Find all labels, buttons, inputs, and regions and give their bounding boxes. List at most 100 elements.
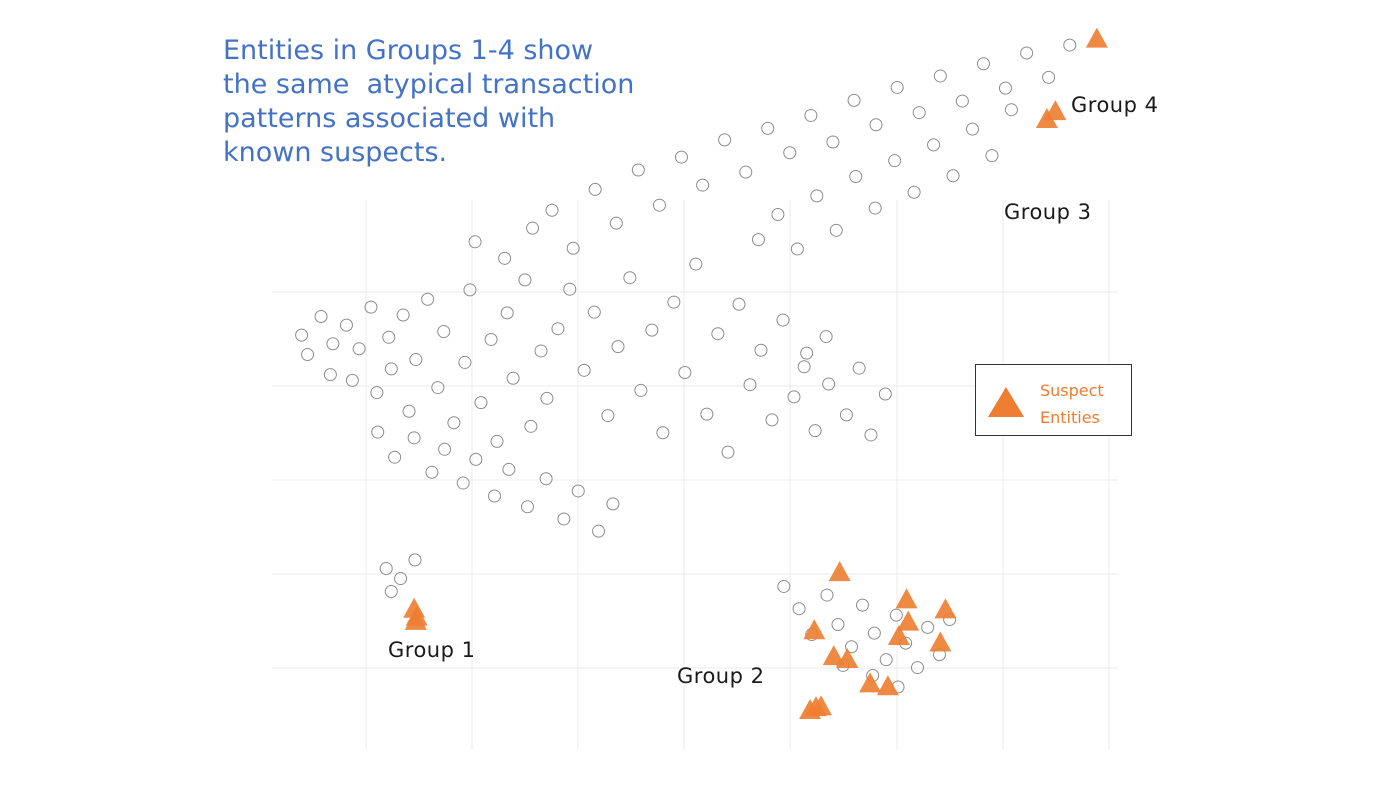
entity-point [592, 524, 606, 538]
suspect-triangle [1085, 27, 1108, 48]
entity-point [845, 640, 859, 654]
entity-point [623, 271, 637, 285]
group-3-label: Group 3 [1004, 200, 1092, 224]
entity-point [545, 203, 559, 217]
entity-point [933, 69, 947, 83]
entity-point [849, 169, 863, 183]
entity-point [384, 584, 398, 598]
entity-point [524, 419, 538, 433]
entity-point [384, 362, 398, 376]
entity-point [765, 413, 779, 427]
entity-point [878, 387, 892, 401]
entity-point [667, 295, 681, 309]
entity-point [1042, 70, 1056, 84]
entity-point [526, 221, 540, 235]
suspect-triangle [804, 696, 827, 717]
entity-point [739, 165, 753, 179]
entity-point [889, 608, 903, 622]
headline-line-3: patterns associated with [223, 103, 556, 134]
entity-point [819, 330, 833, 344]
suspect-triangle [822, 645, 845, 666]
entity-point [577, 363, 591, 377]
entity-point [468, 235, 482, 249]
entity-point [437, 325, 451, 339]
entity-point [888, 154, 902, 168]
headline-line-1: Entities in Groups 1-4 show [223, 35, 594, 66]
entity-point [831, 618, 845, 632]
entity-point [345, 373, 359, 387]
entity-point [301, 348, 315, 362]
entity-point [587, 305, 601, 319]
entity-point [506, 371, 520, 385]
entity-point [484, 332, 498, 346]
entity-point [534, 344, 548, 358]
suspect-triangle [1035, 108, 1058, 129]
entity-point [458, 355, 472, 369]
entity-point [856, 598, 870, 612]
entity-point [557, 512, 571, 526]
entity-point [810, 189, 824, 203]
legend-label-line-2: Entities [1040, 408, 1100, 427]
entity-point [946, 169, 960, 183]
suspect-triangle [828, 561, 851, 582]
entity-point [609, 216, 623, 230]
entity-point [364, 300, 378, 314]
entity-point [540, 391, 554, 405]
entity-point [839, 408, 853, 422]
entity-point [474, 396, 488, 410]
legend-label-line-1: Suspect [1040, 381, 1104, 400]
suspect-points [403, 27, 1108, 719]
entity-point [370, 386, 384, 400]
entity-point [571, 484, 585, 498]
entity-point [800, 346, 814, 360]
entity-point [1063, 38, 1077, 52]
entity-point [700, 407, 714, 421]
entity-point [438, 442, 452, 456]
entity-point [382, 330, 396, 344]
entity-point [431, 381, 445, 395]
entity-point [907, 185, 921, 199]
legend: Suspect Entities [975, 364, 1132, 436]
entity-point [601, 409, 615, 423]
entity-point [323, 368, 337, 382]
suspect-triangle [934, 598, 957, 619]
entity-point [820, 588, 834, 602]
entity-point [927, 138, 941, 152]
entity-point [864, 428, 878, 442]
entity-point [787, 390, 801, 404]
entity-point [721, 445, 735, 459]
entity-point [1004, 103, 1018, 117]
entity-point [771, 208, 785, 222]
entity-point [921, 620, 935, 634]
entity-point [425, 465, 439, 479]
entity-point [518, 273, 532, 287]
suspect-triangle [897, 610, 920, 631]
entity-point [689, 257, 703, 271]
entity-point [890, 80, 904, 94]
headline-line-2: the same atypical transaction [223, 69, 635, 100]
entity-point [761, 121, 775, 135]
entity-point [371, 425, 385, 439]
entity-point [634, 383, 648, 397]
entity-point [955, 94, 969, 108]
suspect-triangle [836, 647, 859, 668]
group-1-label: Group 1 [388, 638, 476, 662]
entity-point [910, 661, 924, 675]
entity-point [868, 201, 882, 215]
entity-point [498, 251, 512, 265]
entity-point [847, 93, 861, 107]
entity-point [469, 452, 483, 466]
entity-point [520, 500, 534, 514]
suspect-triangle [859, 672, 882, 693]
entity-point [563, 282, 577, 296]
entity-point [869, 118, 883, 132]
headline-annotation: Entities in Groups 1-4 show the same aty… [223, 34, 683, 170]
headline-line-4: known suspects. [223, 137, 448, 168]
entity-point [985, 149, 999, 163]
entity-point [797, 360, 811, 374]
entity-point [421, 292, 435, 306]
entity-point [500, 306, 514, 320]
entity-point [674, 150, 688, 164]
entity-point [808, 424, 822, 438]
